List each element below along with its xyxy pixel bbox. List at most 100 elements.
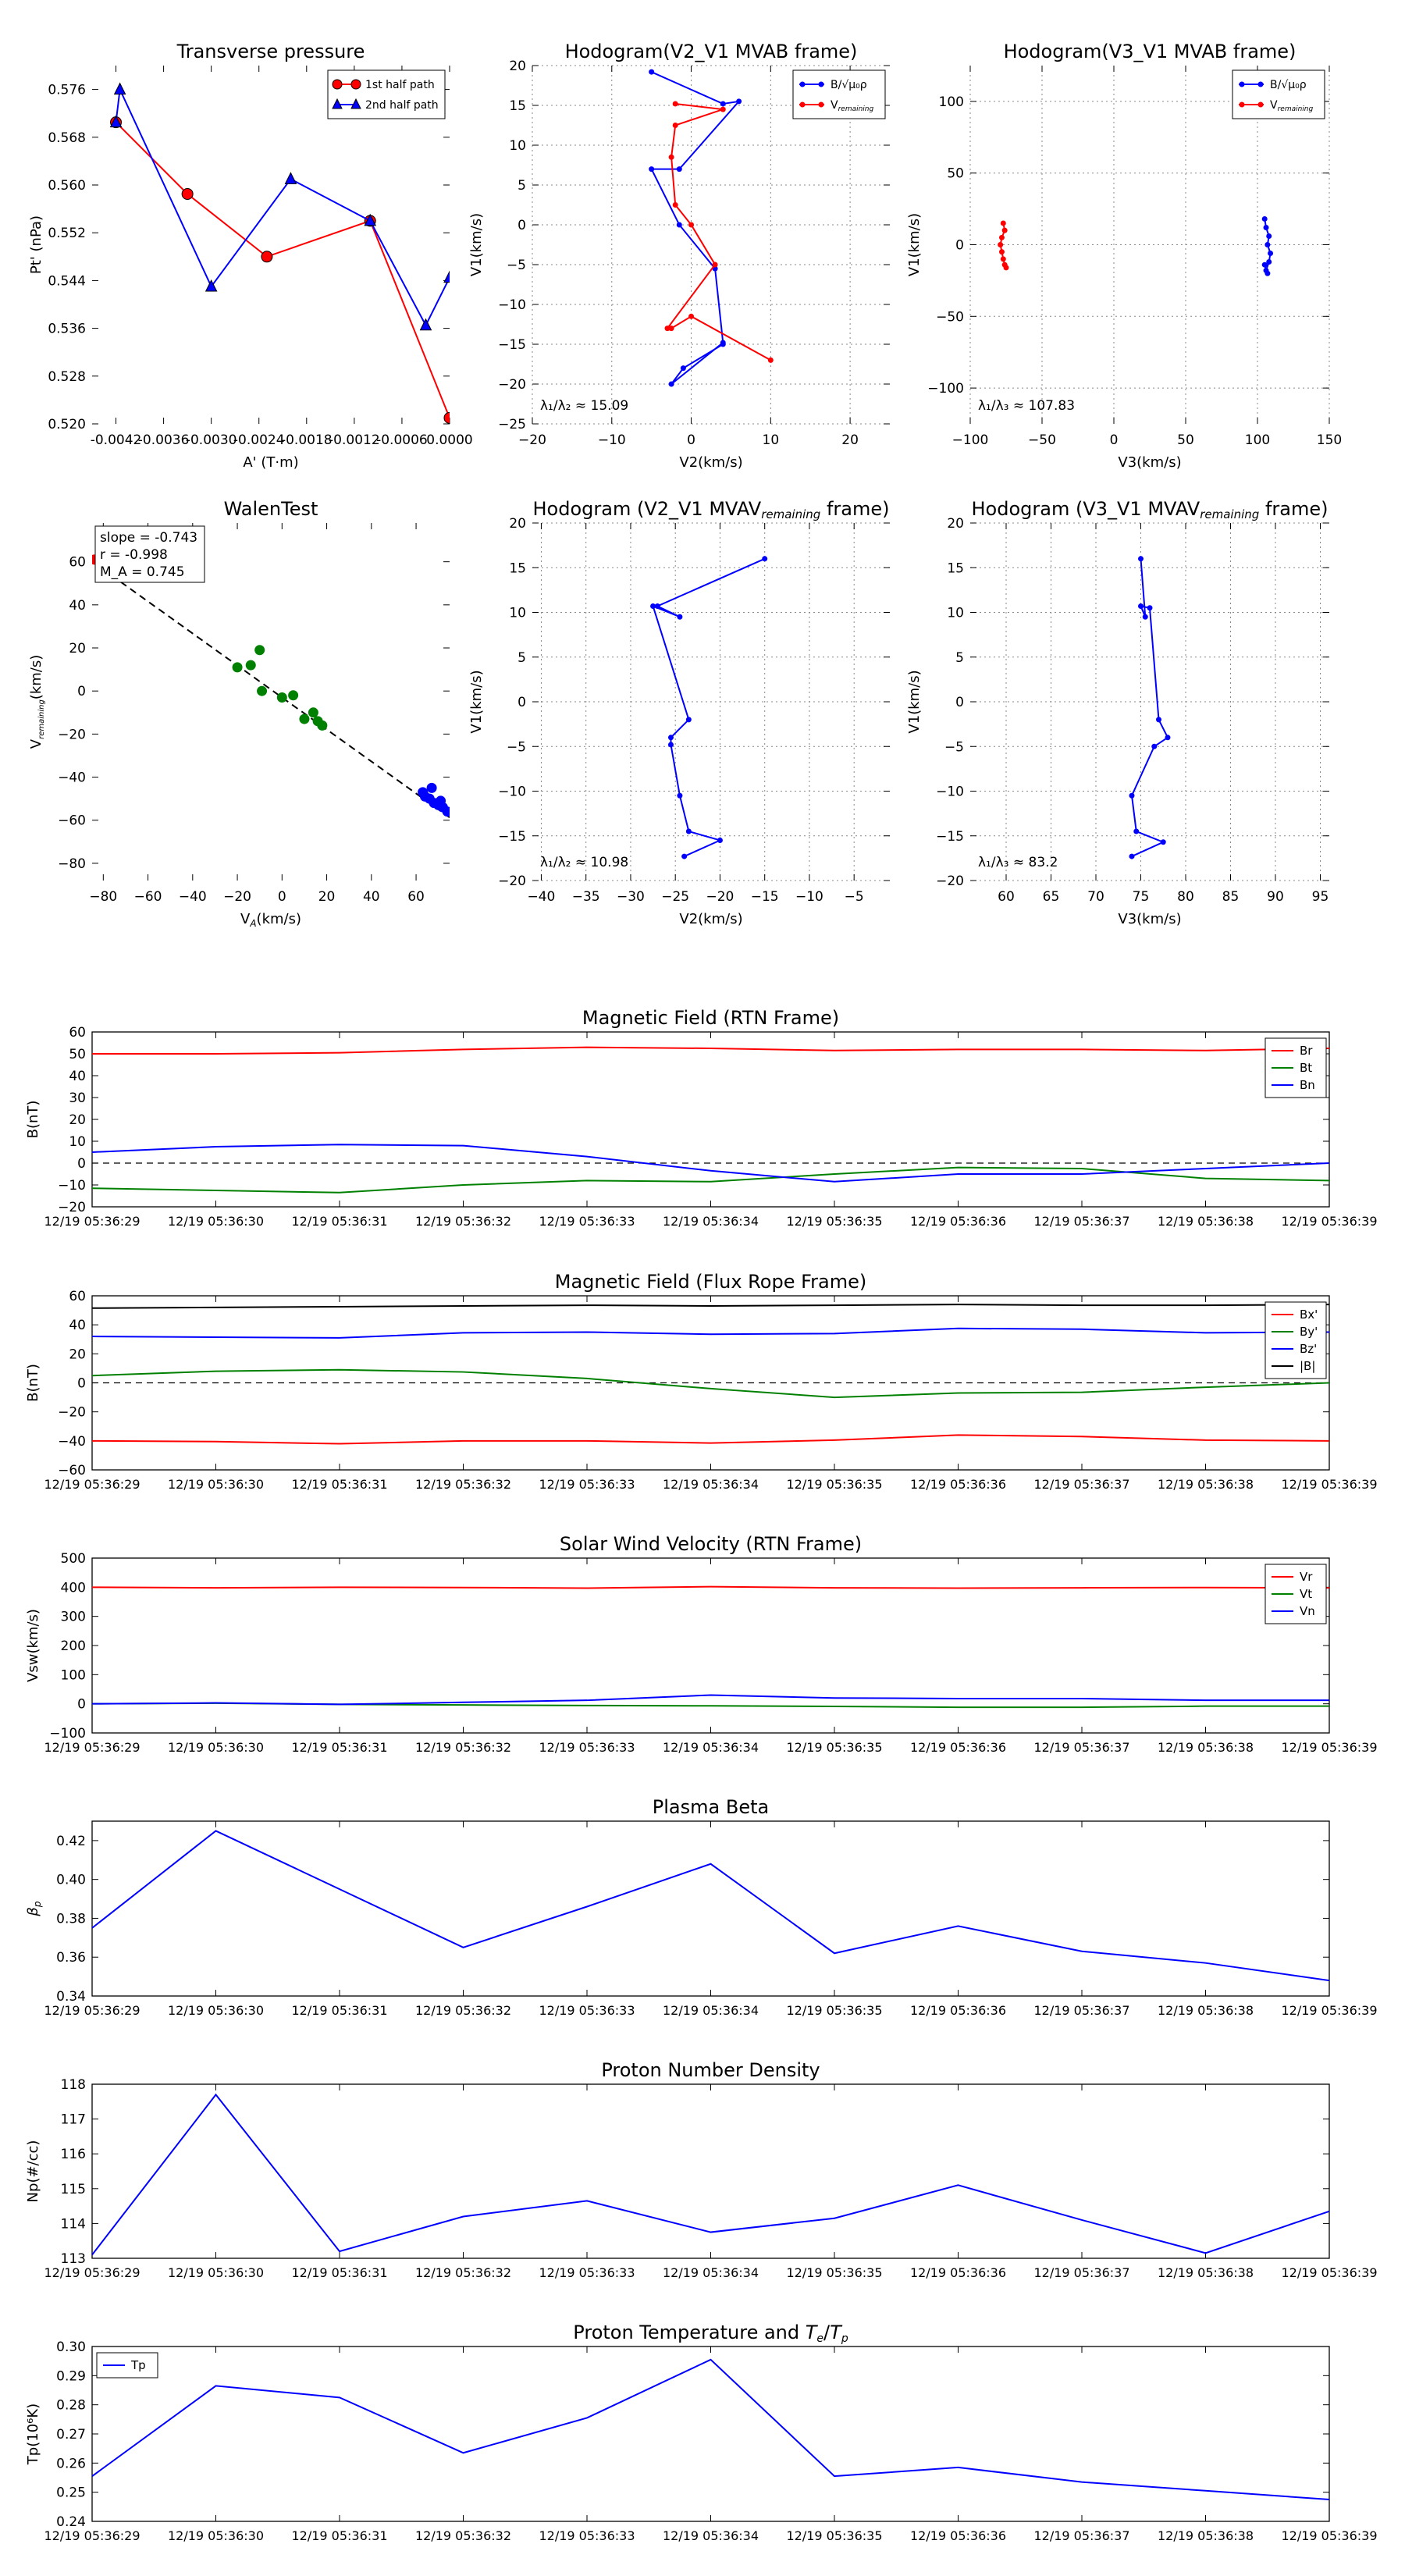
walen-series-2-point-8 [442, 806, 450, 817]
h2-series-1-point-2 [998, 234, 1005, 240]
tp-series-1-point-5 [419, 318, 432, 331]
tp-xtick-label: -0.0006 [376, 432, 428, 448]
beta-frame [91, 1820, 1330, 1997]
tp-xtick-label: -0.0030 [186, 432, 237, 448]
h3-ytick-label: 5 [518, 650, 526, 666]
h1-xtick-label: −10 [598, 432, 626, 448]
walen-xtick-label: −20 [223, 889, 251, 905]
tp_t-ytick-label: 0.30 [56, 2339, 86, 2355]
h4-title-sub: remaining [1200, 507, 1259, 521]
tp_t-xtick-label: 12/19 05:36:31 [291, 2528, 387, 2543]
h3-series-0-point-2 [677, 614, 683, 620]
h3-xtick-label: −35 [572, 889, 600, 905]
h1-series-0-point-10 [720, 341, 726, 347]
walen-series-1-point-7 [308, 707, 318, 718]
beta-ytick-label: 0.40 [56, 1873, 86, 1888]
walen-xlabel: VA(km/s) [240, 911, 301, 929]
tp_t-ytick-label: 0.26 [56, 2456, 86, 2471]
chart-walen: WalenTest −80 −60 −40 −20 0 20 40 60 −80 −60 −40 −20… [28, 498, 450, 929]
tp-plot [109, 82, 450, 424]
h1-legend-label: Vremaining [831, 99, 874, 113]
walen-xtick-label: −80 [89, 889, 117, 905]
h2-ytick-label: −50 [936, 309, 964, 325]
h3-series-0-point-9 [717, 837, 723, 843]
mag_fr-ytick-label: −40 [58, 1434, 86, 1450]
tp-legend-box [327, 69, 446, 119]
tp-legend-marker [332, 79, 343, 90]
tp-ytick-label: 0.528 [48, 369, 86, 385]
np-xtick-label: 12/19 05:36:32 [415, 2265, 511, 2280]
walen-stats-box [94, 525, 205, 583]
mag_fr-xtick-label: 12/19 05:36:34 [663, 1477, 759, 1492]
h3-series-0-point-1 [654, 603, 660, 609]
mag_fr-legend-label: By' [1300, 1325, 1318, 1339]
h4-series-0-point-2 [1138, 603, 1144, 609]
beta-xtick-label: 12/19 05:36:34 [663, 2003, 759, 2018]
vsw-plot [92, 1585, 1329, 1709]
tp-series-0-point-1 [181, 187, 194, 200]
mag_fr-xtick-label: 12/19 05:36:39 [1281, 1477, 1377, 1492]
chart-h1: Hodogram(V2_V1 MVAB frame) −20 −10 0 10 20 −25… [468, 41, 890, 471]
np-plot [92, 2093, 1329, 2256]
h2-legend-label: Vremaining [1270, 99, 1314, 113]
h1-series-1-point-0 [672, 101, 678, 107]
tp-ytick-label: 0.568 [48, 130, 86, 146]
tp_t-ytick-label: 0.25 [56, 2485, 86, 2501]
h4-ytick-label: −10 [936, 785, 964, 800]
mag_fr-xtick-label: 12/19 05:36:29 [44, 1477, 140, 1492]
h1-ytick-label: 20 [509, 59, 526, 74]
h1-legend-box [792, 69, 886, 119]
h3-ytick-label: −5 [507, 739, 526, 755]
h2-xtick-label: 100 [1245, 432, 1270, 448]
h1-series-1-point-10 [767, 357, 774, 363]
walen-stat-0: slope = -0.743 [100, 530, 197, 546]
h3-xtick-label: −25 [661, 889, 689, 905]
mag_rtn-plot [92, 1046, 1329, 1194]
mag_rtn-title: Magnetic Field (RTN Frame) [582, 1007, 839, 1029]
vsw-series-Vn-line [92, 1694, 1329, 1706]
h1-series-0-point-1 [720, 101, 726, 107]
h3-ytick-label: 0 [518, 695, 526, 710]
tp_t-title-e: e [816, 2332, 823, 2345]
tp-series-1-point-3 [284, 172, 297, 184]
np-xtick-label: 12/19 05:36:33 [539, 2265, 635, 2280]
h4-ylabel: V1(km/s) [906, 670, 923, 733]
walen-stat-1: r = -0.998 [100, 547, 168, 563]
h3-xtick-label: −10 [795, 889, 823, 905]
h2-xtick-label: 150 [1317, 432, 1342, 448]
h3-series-0-point-0 [762, 556, 768, 562]
vsw-ylabel: Vsw(km/s) [25, 1609, 41, 1682]
h4-ytick-label: 20 [947, 516, 964, 532]
mag_rtn-xtick-label: 12/19 05:36:30 [168, 1214, 264, 1229]
vsw-xtick-label: 12/19 05:36:37 [1033, 1740, 1129, 1755]
tp_t-title-te: T [806, 2322, 819, 2343]
walen-ytick-label: −40 [58, 770, 86, 786]
h1-ytick-label: 5 [518, 178, 526, 194]
mag_fr-ytick-label: 20 [69, 1347, 86, 1362]
h1-xlabel: V2(km/s) [679, 454, 742, 471]
h3-title-a: Hodogram (V2_V1 MVAV [533, 498, 762, 520]
walen-ytick-label: 20 [69, 641, 86, 656]
h1-ytick-label: −15 [498, 337, 526, 353]
np-xtick-label: 12/19 05:36:39 [1281, 2265, 1377, 2280]
h1-plot [649, 69, 774, 387]
mag_fr-xtick-label: 12/19 05:36:33 [539, 1477, 635, 1492]
tp_t-xtick-label: 12/19 05:36:30 [168, 2528, 264, 2543]
tp-series-1-line [115, 86, 450, 327]
beta-xtick-label: 12/19 05:36:37 [1033, 2003, 1129, 2018]
h3-xtick-label: −30 [617, 889, 645, 905]
h1-series-1-line [666, 102, 771, 361]
beta-ytick-label: 0.34 [56, 1989, 86, 2005]
mag_rtn-xtick-label: 12/19 05:36:33 [539, 1214, 635, 1229]
h2-legend-marker [1257, 81, 1264, 87]
h2-series-0-point-7 [1261, 262, 1268, 268]
mag_rtn-xtick-label: 12/19 05:36:37 [1033, 1214, 1129, 1229]
np-series-Np-line [92, 2093, 1329, 2256]
h4-title: Hodogram (V3_V1 MVAVremaining frame) [972, 498, 1329, 521]
h1-legend-marker [799, 101, 806, 108]
walen-series-1-point-6 [299, 713, 310, 724]
h3-ytick-label: 15 [509, 560, 526, 576]
h1-xtick-label: 20 [841, 432, 859, 448]
h3-annotation: λ₁/λ₂ ≈ 10.98 [540, 855, 628, 870]
